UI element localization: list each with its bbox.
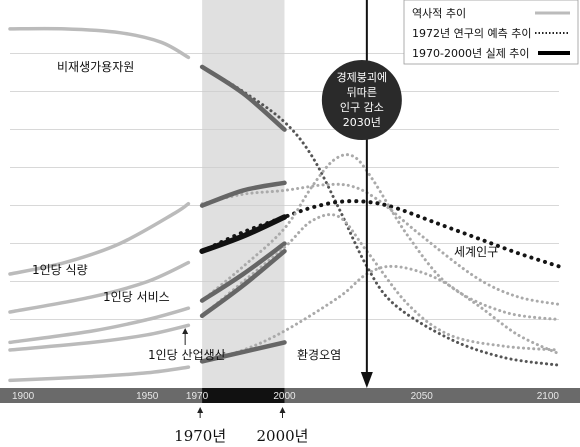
series-1-actual-line	[199, 180, 287, 208]
legend-forecast-label: 1972년 연구의 예측 추이	[412, 27, 531, 40]
series-5-actual-line	[199, 340, 287, 364]
series-label-1: 1인당 식량	[32, 263, 88, 277]
series-4-historical-line	[8, 323, 191, 352]
legend-historical-label: 역사적 추이	[412, 7, 466, 20]
series-4-actual-line	[199, 248, 287, 319]
x-tick-1900: 1900	[12, 391, 35, 402]
callout-line-2: 인구 감소	[340, 101, 384, 114]
callout-line-3: 2030년	[343, 116, 381, 129]
series-label-3: 1인당 서비스	[103, 290, 170, 304]
callout-circle	[321, 60, 402, 140]
series-0-forecast-line	[200, 65, 561, 367]
series-0-actual-line	[199, 64, 287, 132]
x-tick-2050: 2050	[411, 391, 434, 402]
series-2-historical-line	[8, 260, 191, 314]
legend: 역사적 추이 1972년 연구의 예측 추이 1970-2000년 실제 추이	[403, 0, 579, 65]
x-axis-band-highlight	[202, 388, 285, 403]
year-mark-0: 1970년	[174, 427, 226, 445]
series-0-historical-line	[8, 26, 191, 60]
x-tick-2100: 2100	[537, 391, 560, 402]
x-tick-2000: 2000	[273, 391, 296, 402]
series-2-actual-line	[199, 214, 288, 254]
x-tick-1950: 1950	[136, 391, 159, 402]
x-axis-band	[0, 388, 580, 403]
year-arrow-head-0	[197, 407, 204, 413]
callout-line-1: 뒤따른	[347, 86, 377, 99]
series-label-2: 세계인구	[454, 245, 498, 259]
legend-actual-label: 1970-2000년 실제 추이	[412, 47, 530, 60]
series-5-forecast-line	[200, 264, 561, 363]
series-1-historical-line	[8, 201, 191, 276]
series-3-historical-line	[8, 306, 191, 345]
callout-line-0: 경제붕괴에	[337, 71, 388, 84]
series-5-historical-line	[8, 365, 191, 383]
industry-pointer-head	[182, 328, 189, 334]
series-label-4: 1인당 산업생산	[148, 348, 226, 362]
series-4-forecast-line	[200, 213, 561, 352]
year-mark-1: 2000년	[257, 427, 309, 445]
marker-2030-arrowhead	[360, 372, 373, 388]
year-arrow-head-1	[279, 407, 286, 413]
series-label-0: 비재생가용자원	[57, 60, 134, 74]
series-3-actual-line	[199, 241, 287, 303]
series-label-5: 환경오염	[297, 348, 341, 362]
x-tick-1970: 1970	[186, 391, 209, 402]
